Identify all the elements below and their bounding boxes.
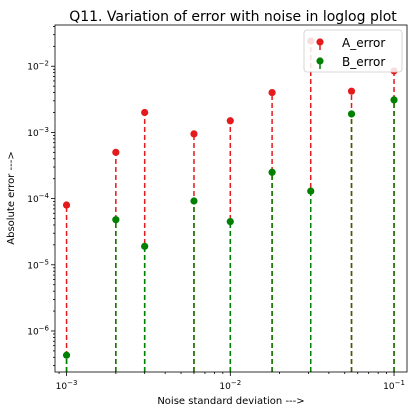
marker-A_error-7: [347, 87, 356, 95]
y-tick-label: 10−3: [27, 126, 49, 139]
marker-B_error-1: [112, 216, 120, 224]
x-axis-label: Noise standard deviation --->: [157, 396, 304, 407]
marker-B_error-7: [347, 110, 356, 118]
y-tick-label: 10−5: [27, 258, 49, 271]
plot-frame: [54, 24, 408, 373]
marker-B_error-2: [141, 242, 149, 250]
marker-A_error-5: [268, 88, 276, 97]
marker-A_error-0: [62, 201, 71, 209]
y-tick-label: 10−2: [27, 60, 49, 73]
y-tick-label: 10−4: [27, 192, 49, 205]
marker-A_error-3: [190, 130, 198, 138]
marker-B_error-4: [226, 217, 234, 226]
x-axis-ticks: 10−3 10−2 10−1: [56, 372, 405, 392]
y-axis-label: Absolute error --->: [6, 151, 17, 244]
marker-B_error-8: [390, 96, 398, 104]
marker-B_error-0: [62, 351, 71, 359]
legend-marker-B_error: [316, 57, 324, 65]
marker-B_error-5: [268, 168, 276, 176]
y-tick-label: 10−6: [27, 324, 49, 337]
legend-box: [303, 29, 403, 73]
x-tick-label: 10−1: [383, 379, 405, 392]
y-axis-ticks: 10−6 10−5 10−4 10−3 10−2: [27, 26, 55, 366]
marker-A_error-4: [226, 117, 234, 125]
stem-lines: [65, 41, 395, 372]
x-tick-label: 10−3: [56, 379, 78, 392]
legend: A_error B_error: [303, 29, 403, 73]
legend-label-B_error: B_error: [342, 55, 385, 69]
legend-label-A_error: A_error: [342, 36, 385, 50]
x-tick-label: 10−2: [219, 379, 241, 392]
legend-marker-A_error: [316, 38, 324, 46]
marker-B_error-6: [307, 187, 315, 195]
marker-A_error-2: [141, 108, 149, 117]
marker-A_error-1: [112, 148, 120, 156]
marker-B_error-3: [190, 197, 198, 205]
chart-title: Q11. Variation of error with noise in lo…: [69, 9, 397, 25]
